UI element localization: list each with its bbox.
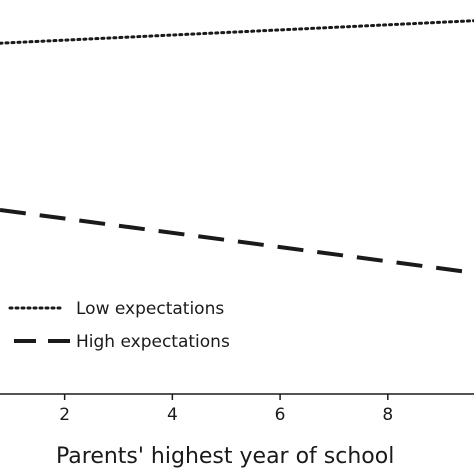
legend-label-low-expectations: Low expectations [76,299,224,319]
series-line-high-expectations [0,208,474,275]
x-tick-label-6: 6 [275,405,286,425]
series-line-low-expectations [0,19,474,45]
legend: Low expectations High expectations [8,299,230,352]
x-tick-label-4: 4 [167,405,178,425]
series-layer [0,19,474,275]
x-tick-label-8: 8 [382,405,393,425]
x-ticks: 2 4 6 8 [59,394,393,425]
x-axis-title: Parents' highest year of school [56,444,394,469]
legend-label-high-expectations: High expectations [76,332,230,352]
x-tick-label-2: 2 [59,405,70,425]
